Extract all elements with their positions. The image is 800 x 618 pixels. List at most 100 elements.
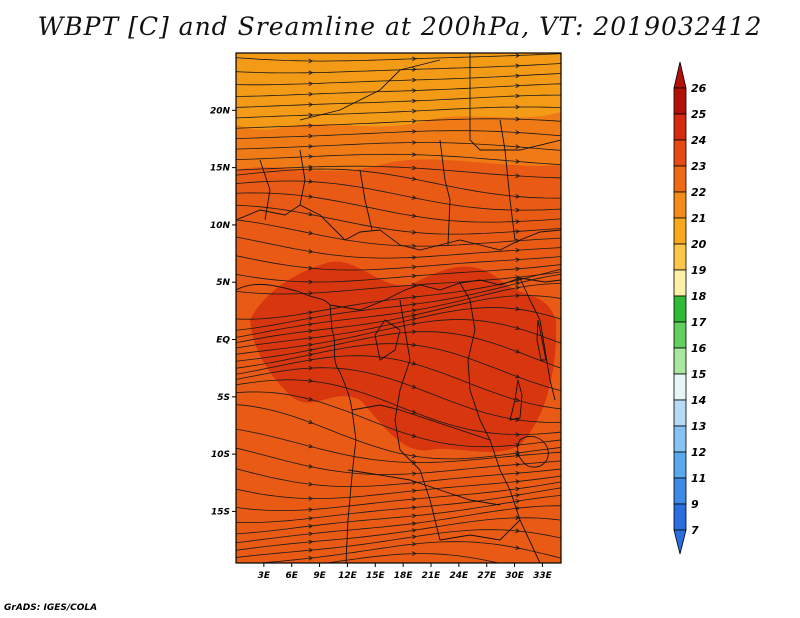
streamline-arrow xyxy=(411,165,417,171)
lat-label: 10S xyxy=(211,450,230,460)
colorbar-segment xyxy=(673,321,687,349)
streamline-arrow xyxy=(411,521,417,526)
streamline-arrow xyxy=(515,281,521,286)
border-line xyxy=(394,299,441,541)
streamline-arrow xyxy=(411,321,417,327)
streamline-arrow xyxy=(308,230,314,236)
lon-label: 18E xyxy=(394,571,414,581)
colorbar-label: 7 xyxy=(691,524,699,537)
streamline xyxy=(236,481,561,511)
streamline-arrow xyxy=(515,479,521,484)
lon-label: 21E xyxy=(422,571,442,581)
streamline-arrow xyxy=(308,531,314,537)
streamline-arrow xyxy=(411,56,417,62)
streamline-arrow xyxy=(515,493,521,498)
streamline-arrow xyxy=(308,464,314,469)
streamline xyxy=(236,517,561,551)
streamline-arrow xyxy=(412,98,417,104)
streamline xyxy=(236,428,561,463)
streamline xyxy=(236,295,561,344)
streamline-arrow xyxy=(411,243,417,249)
streamline-arrow xyxy=(411,384,417,389)
colorbar-label: 14 xyxy=(691,394,706,407)
streamline-arrow xyxy=(515,432,521,437)
streamline xyxy=(236,273,561,331)
streamline-arrow xyxy=(516,43,520,47)
streamline-arrow xyxy=(515,325,521,331)
streamline-arrow xyxy=(515,462,521,467)
streamline-arrow xyxy=(308,211,314,217)
streamline-arrow xyxy=(308,290,314,296)
streamline-arrow xyxy=(308,316,314,321)
colorbar-segment xyxy=(673,269,687,297)
streamline xyxy=(236,130,561,140)
streamline-arrow xyxy=(308,396,314,402)
lat-label: 15N xyxy=(210,164,231,174)
streamline-arrow xyxy=(411,513,417,519)
streamline-arrow xyxy=(308,102,314,107)
grads-credit: GrADS: IGES/COLA xyxy=(4,603,98,613)
colorbar-label: 17 xyxy=(691,316,707,329)
border-line xyxy=(347,469,501,506)
latitude-axis: 20N 15N 10N 5N EQ 5S 10S 15S xyxy=(210,106,236,517)
streamline xyxy=(236,487,561,523)
streamline-arrow xyxy=(411,77,417,83)
colorbar-segment xyxy=(673,503,687,531)
streamline-arrow xyxy=(411,129,417,134)
streamline xyxy=(236,63,561,74)
lon-label: 27E xyxy=(477,571,497,581)
streamline-arrow xyxy=(411,195,417,200)
streamline-arrow xyxy=(309,564,313,568)
streamline xyxy=(236,404,561,460)
streamline-arrow xyxy=(412,46,416,50)
streamline-arrow xyxy=(515,219,521,224)
colorbar-label: 26 xyxy=(691,82,707,95)
country-borders xyxy=(236,53,561,563)
streamline-arrow xyxy=(308,81,314,86)
streamline-arrow xyxy=(515,73,521,79)
streamline-arrow xyxy=(515,63,521,69)
border-line xyxy=(236,204,346,241)
colorbar-segment xyxy=(673,139,687,167)
colorbar-label: 16 xyxy=(691,342,707,355)
streamline-arrow xyxy=(411,264,417,270)
streamline-arrow xyxy=(308,352,314,358)
streamline-arrow xyxy=(411,294,417,300)
streamline xyxy=(236,165,561,179)
streamline xyxy=(236,271,561,295)
colorbar-segment xyxy=(673,191,687,219)
streamline-arrow xyxy=(515,565,519,569)
streamline-arrow xyxy=(515,194,521,199)
streamline xyxy=(236,118,561,129)
streamline-arrow xyxy=(308,310,314,316)
streamline xyxy=(236,264,561,283)
streamline-arrow xyxy=(515,486,521,492)
colorbar-label: 20 xyxy=(691,238,707,251)
streamline-arrow xyxy=(515,53,521,58)
colorbar-label: 9 xyxy=(691,498,699,511)
streamline-arrow xyxy=(308,443,314,449)
streamline xyxy=(236,53,561,62)
lake-outline xyxy=(509,379,523,421)
streamlines xyxy=(236,43,561,569)
border-line xyxy=(329,277,561,311)
lat-label: EQ xyxy=(216,336,230,346)
streamline xyxy=(236,307,561,349)
lon-label: 6E xyxy=(286,571,299,581)
streamline xyxy=(236,475,561,499)
colorbar-label: 12 xyxy=(691,446,707,459)
border-line xyxy=(519,277,556,401)
streamline xyxy=(236,343,561,392)
colorbar: 26 25 24 23 22 21 20 19 18 17 16 15 14 13 12 11 9 7 xyxy=(673,61,707,555)
streamline-arrow xyxy=(411,329,417,335)
streamline-arrow xyxy=(515,528,521,534)
streamline xyxy=(236,94,561,108)
border-line xyxy=(236,283,357,563)
streamline-arrow xyxy=(308,265,314,271)
streamline-arrow xyxy=(412,118,417,124)
streamline-arrow xyxy=(515,173,521,179)
streamline-arrow xyxy=(515,93,521,99)
lat-label: 10N xyxy=(210,221,231,231)
border-line xyxy=(374,319,401,361)
streamline-arrow xyxy=(308,516,314,521)
